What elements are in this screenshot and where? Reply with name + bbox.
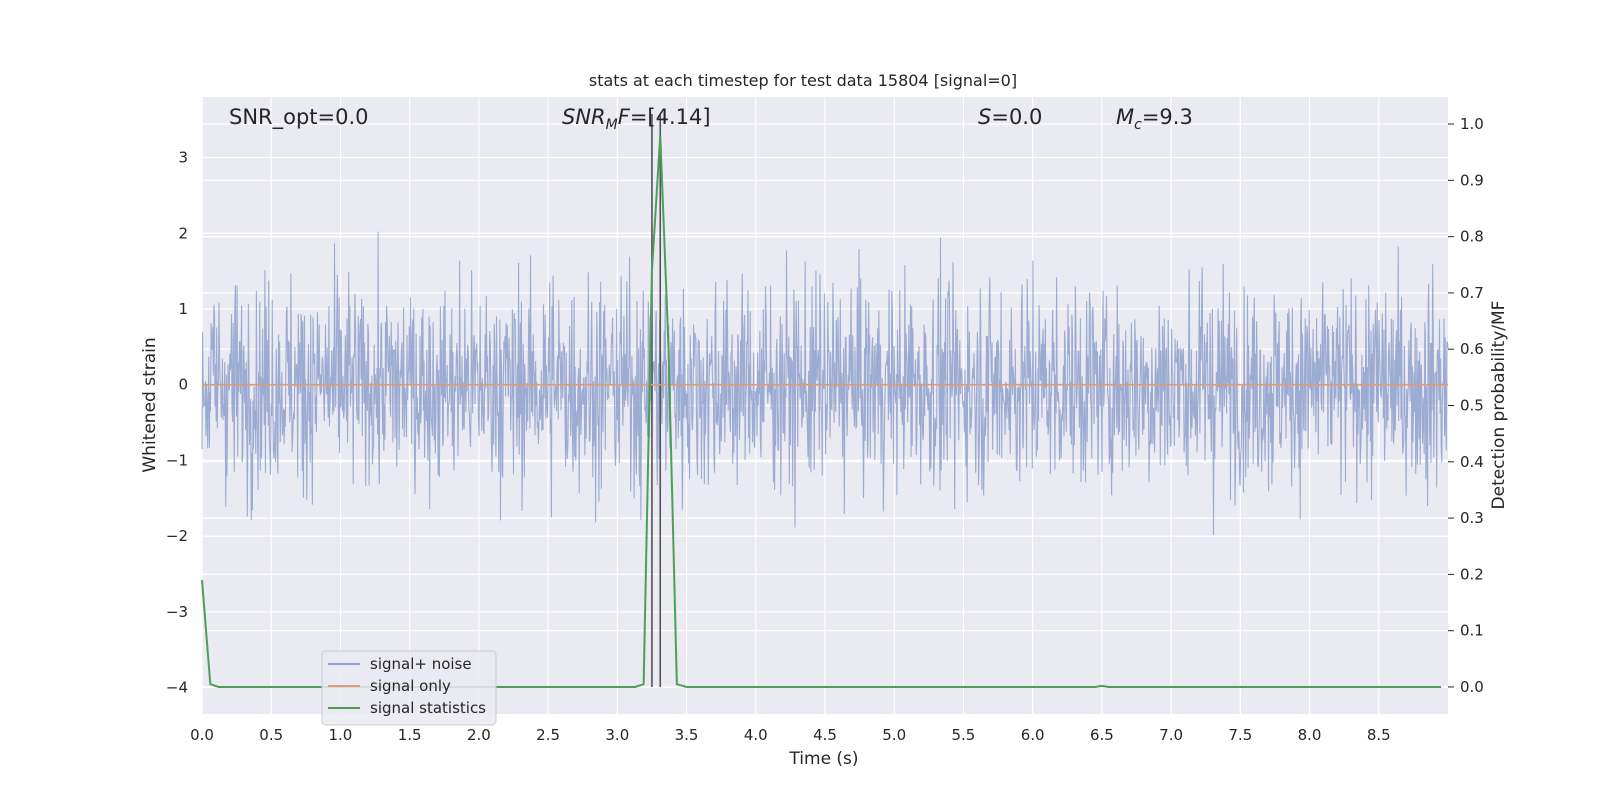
x-tick-label: 4.5 bbox=[813, 726, 837, 744]
y-axis-label: Whitened strain bbox=[140, 337, 160, 472]
y2-tick-label: 0.9 bbox=[1460, 171, 1484, 189]
y2-tick-label: 0.6 bbox=[1460, 340, 1484, 358]
y-axis-ticks: 3 2 1 0 −1 −2 −3 −4 bbox=[166, 149, 188, 697]
snr-mf-value: =[4.14] bbox=[630, 105, 711, 129]
y2-axis-ticks: 1.0 0.9 0.8 0.7 0.6 0.5 0.4 0.3 0.2 0.1 0.0 bbox=[1448, 115, 1484, 696]
x-tick-label: 1.0 bbox=[329, 726, 353, 744]
annotation-snr-opt: SNR_opt=0.0 bbox=[229, 105, 369, 130]
legend-label-stats: signal statistics bbox=[370, 699, 486, 717]
mc-var: M bbox=[1116, 105, 1134, 129]
y-tick-label: 0 bbox=[178, 376, 188, 394]
x-tick-label: 8.5 bbox=[1367, 726, 1391, 744]
x-tick-label: 6.0 bbox=[1021, 726, 1045, 744]
y2-tick-label: 0.1 bbox=[1460, 622, 1484, 640]
y2-tick-label: 0.5 bbox=[1460, 397, 1484, 415]
y2-axis-label: Detection probability/MF bbox=[1489, 301, 1509, 510]
y-tick-label: −3 bbox=[166, 603, 188, 621]
mc-value: =9.3 bbox=[1142, 105, 1193, 129]
x-tick-label: 5.5 bbox=[952, 726, 976, 744]
annotation-s: S=0.0 bbox=[978, 105, 1042, 129]
snr-mf-after: F bbox=[618, 105, 631, 129]
chart-title: stats at each timestep for test data 158… bbox=[589, 71, 1017, 90]
series-signal-noise bbox=[201, 231, 1449, 535]
x-tick-label: 2.5 bbox=[536, 726, 560, 744]
x-tick-label: 3.0 bbox=[605, 726, 629, 744]
y2-tick-label: 0.2 bbox=[1460, 565, 1484, 583]
x-tick-label: 5.0 bbox=[882, 726, 906, 744]
y2-tick-label: 0.7 bbox=[1460, 284, 1484, 302]
mc-sub: c bbox=[1134, 117, 1142, 133]
x-tick-label: 6.5 bbox=[1090, 726, 1114, 744]
legend-label-signal: signal only bbox=[370, 677, 451, 695]
s-var: S bbox=[978, 105, 991, 129]
x-tick-label: 3.5 bbox=[675, 726, 699, 744]
x-tick-label: 2.0 bbox=[467, 726, 491, 744]
y-tick-label: −4 bbox=[166, 679, 188, 697]
x-tick-label: 4.0 bbox=[744, 726, 768, 744]
y2-tick-label: 0.3 bbox=[1460, 509, 1484, 527]
x-axis-ticks: 0.0 0.5 1.0 1.5 2.0 2.5 3.0 3.5 4.0 4.5 5.0 5.5 6.0 6… bbox=[190, 726, 1391, 744]
y-tick-label: 3 bbox=[178, 149, 188, 167]
x-tick-label: 8.0 bbox=[1298, 726, 1322, 744]
y-tick-label: −1 bbox=[166, 451, 188, 469]
x-tick-label: 1.5 bbox=[398, 726, 422, 744]
x-axis-label: Time (s) bbox=[788, 749, 858, 769]
x-tick-label: 0.0 bbox=[190, 726, 214, 744]
legend-label-noise: signal+ noise bbox=[370, 655, 472, 673]
legend: signal+ noise signal only signal statist… bbox=[321, 650, 497, 726]
y-tick-label: 2 bbox=[178, 224, 188, 242]
y2-tick-label: 0.4 bbox=[1460, 453, 1484, 471]
x-tick-label: 7.5 bbox=[1228, 726, 1252, 744]
s-value: =0.0 bbox=[991, 105, 1042, 129]
legend-box bbox=[321, 650, 497, 726]
y2-tick-label: 1.0 bbox=[1460, 115, 1484, 133]
annotation-snr-mf: SNRMF=[4.14] bbox=[562, 105, 711, 133]
y2-tick-label: 0.0 bbox=[1460, 678, 1484, 696]
y2-tick-label: 0.8 bbox=[1460, 228, 1484, 246]
annotation-mc: Mc=9.3 bbox=[1116, 105, 1193, 133]
vertical-markers bbox=[651, 114, 662, 687]
snr-mf-main: SNR bbox=[562, 105, 606, 129]
x-tick-label: 0.5 bbox=[259, 726, 283, 744]
snr-mf-sub: M bbox=[606, 117, 618, 133]
noise-trace bbox=[201, 231, 1449, 535]
x-tick-label: 7.0 bbox=[1159, 726, 1183, 744]
y-tick-label: 1 bbox=[178, 300, 188, 318]
y-tick-label: −2 bbox=[166, 527, 188, 545]
